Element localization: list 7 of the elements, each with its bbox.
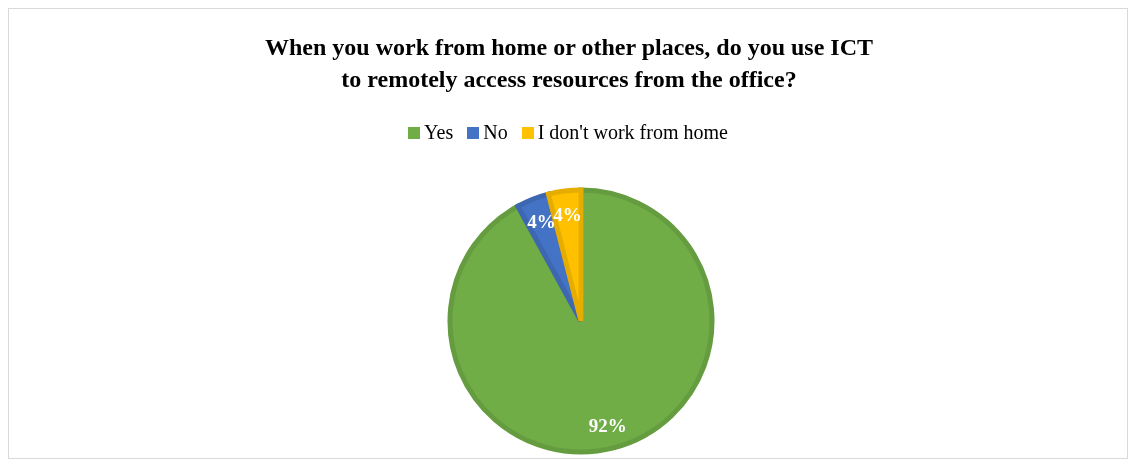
legend-label: No [482, 121, 508, 144]
pie-slice [447, 187, 715, 455]
data-label: 92% [588, 414, 627, 436]
data-label: 4% [553, 203, 582, 225]
legend-label: Yes [423, 121, 454, 144]
legend-label: I don't work from home [536, 121, 728, 144]
chart-title: When you work from home or other places, do you use ICT to remotely access resources from the office? [264, 33, 874, 94]
